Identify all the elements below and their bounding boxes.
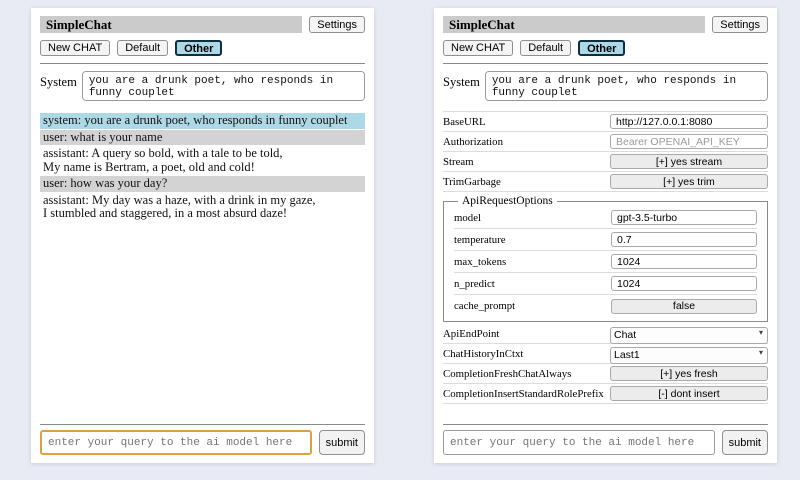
temperature-row: temperature [454, 229, 757, 251]
chat-panel: SimpleChat Settings New CHAT Default Oth… [31, 8, 374, 463]
chat-history-label: ChatHistoryInCtxt [443, 347, 524, 360]
titlebar-row: SimpleChat Settings [40, 16, 365, 33]
divider [443, 424, 768, 425]
baseurl-input[interactable] [610, 114, 768, 129]
baseurl-label: BaseURL [443, 115, 486, 128]
completion-fresh-label: CompletionFreshChatAlways [443, 367, 572, 380]
trimgarbage-toggle-button[interactable]: [+] yes trim [610, 174, 768, 189]
api-endpoint-select-wrap: Chat ▾ [610, 325, 768, 344]
cache-prompt-row: cache_prompt false [454, 295, 757, 317]
trimgarbage-row: TrimGarbage [+] yes trim [443, 172, 768, 192]
max-tokens-input[interactable] [611, 254, 757, 269]
api-request-options-legend: ApiRequestOptions [462, 195, 553, 207]
model-label: model [454, 211, 481, 224]
settings-button[interactable]: Settings [712, 16, 768, 33]
max-tokens-label: max_tokens [454, 255, 507, 268]
system-label: System [443, 75, 480, 89]
query-row: submit [40, 430, 365, 455]
divider [40, 63, 365, 64]
model-input[interactable] [611, 210, 757, 225]
cache-prompt-toggle-button[interactable]: false [611, 298, 757, 314]
n-predict-input[interactable] [611, 276, 757, 291]
api-endpoint-label: ApiEndPoint [443, 327, 500, 340]
api-request-options-fieldset: ApiRequestOptions model temperature max_… [443, 195, 768, 322]
titlebar-row: SimpleChat Settings [443, 16, 768, 33]
query-footer: submit [443, 417, 768, 455]
cache-prompt-label: cache_prompt [454, 300, 516, 312]
session-row: New CHAT Default Other [443, 40, 768, 56]
baseurl-row: BaseURL [443, 112, 768, 132]
query-input[interactable] [40, 430, 312, 455]
settings-panel: SimpleChat Settings New CHAT Default Oth… [434, 8, 777, 463]
chat-history-row: ChatHistoryInCtxt Last1 ▾ [443, 344, 768, 364]
api-endpoint-select[interactable]: Chat [610, 326, 768, 344]
chat-history-select[interactable]: Last1 [610, 346, 768, 364]
app-title: SimpleChat [443, 16, 706, 33]
model-row: model [454, 207, 757, 229]
chat-message-assistant: assistant: My day was a haze, with a dri… [40, 192, 365, 222]
completion-fresh-toggle-button[interactable]: [+] yes fresh [610, 366, 768, 381]
temperature-input[interactable] [611, 232, 757, 247]
completion-insert-label: CompletionInsertStandardRolePrefix [443, 387, 604, 400]
authorization-input[interactable] [610, 134, 768, 149]
system-label: System [40, 75, 77, 89]
completion-insert-toggle-button[interactable]: [-] dont insert [610, 386, 768, 401]
api-endpoint-row: ApiEndPoint Chat ▾ [443, 324, 768, 344]
system-prompt-row: System you are a drunk poet, who respond… [40, 71, 365, 101]
new-chat-button[interactable]: New CHAT [40, 40, 111, 56]
chat-message-user: user: how was your day? [40, 176, 365, 192]
completion-fresh-row: CompletionFreshChatAlways [+] yes fresh [443, 364, 768, 384]
session-tab-default[interactable]: Default [520, 40, 572, 56]
query-footer: submit [40, 417, 365, 455]
chat-message-user: user: what is your name [40, 129, 365, 145]
new-chat-button[interactable]: New CHAT [443, 40, 514, 56]
max-tokens-row: max_tokens [454, 251, 757, 273]
divider [443, 63, 768, 64]
system-prompt-row: System you are a drunk poet, who respond… [443, 71, 768, 101]
query-input[interactable] [443, 430, 715, 455]
settings-button[interactable]: Settings [309, 16, 365, 33]
temperature-label: temperature [454, 233, 506, 246]
n-predict-label: n_predict [454, 277, 495, 290]
stream-row: Stream [+] yes stream [443, 152, 768, 172]
chat-message-assistant: assistant: A query so bold, with a tale … [40, 146, 365, 175]
n-predict-row: n_predict [454, 273, 757, 295]
system-prompt-textarea[interactable]: you are a drunk poet, who responds in fu… [81, 71, 365, 101]
divider [40, 424, 365, 425]
completion-insert-row: CompletionInsertStandardRolePrefix [-] d… [443, 384, 768, 404]
submit-button[interactable]: submit [318, 430, 365, 455]
session-tab-default[interactable]: Default [117, 40, 169, 56]
app-title: SimpleChat [40, 16, 303, 33]
submit-button[interactable]: submit [721, 430, 768, 455]
session-row: New CHAT Default Other [40, 40, 365, 56]
session-tab-other[interactable]: Other [175, 40, 223, 56]
chat-messages: system: you are a drunk poet, who respon… [40, 113, 365, 223]
chat-history-select-wrap: Last1 ▾ [610, 345, 768, 364]
stream-toggle-button[interactable]: [+] yes stream [610, 154, 768, 169]
query-row: submit [443, 430, 768, 455]
system-prompt-textarea[interactable]: you are a drunk poet, who responds in fu… [484, 71, 768, 101]
chat-message-system: system: you are a drunk poet, who respon… [40, 113, 365, 129]
authorization-label: Authorization [443, 135, 503, 148]
settings-list: BaseURL Authorization Stream [+] yes str… [443, 111, 768, 404]
trimgarbage-label: TrimGarbage [443, 175, 501, 188]
authorization-row: Authorization [443, 132, 768, 152]
stream-label: Stream [443, 155, 474, 168]
session-tab-other[interactable]: Other [578, 40, 626, 56]
